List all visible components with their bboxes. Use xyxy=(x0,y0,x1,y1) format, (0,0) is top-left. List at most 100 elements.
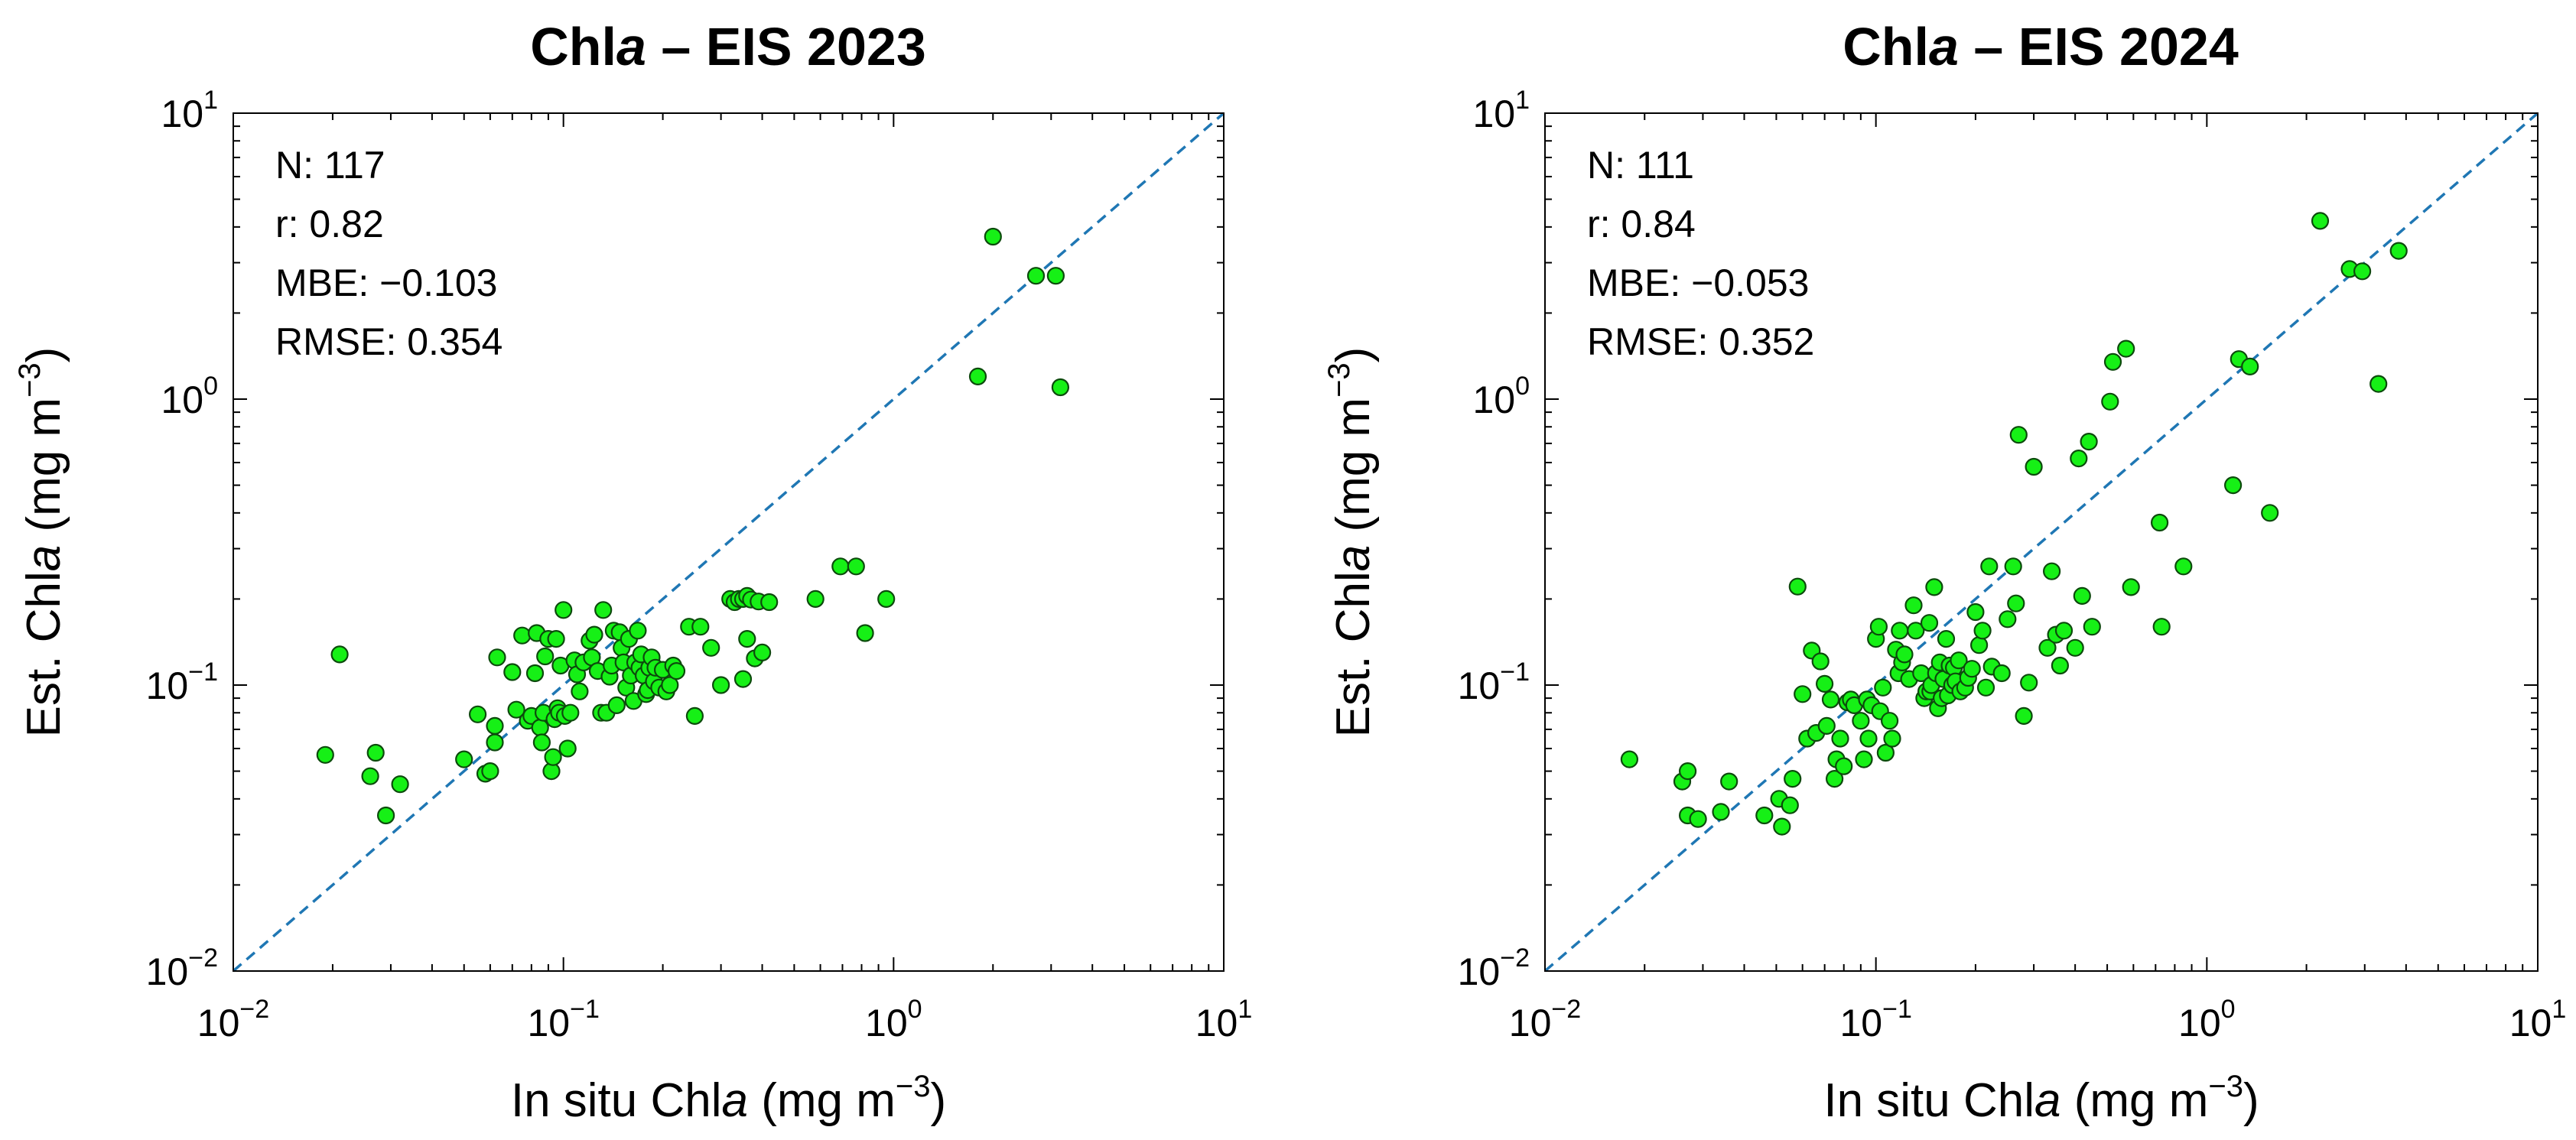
data-point xyxy=(513,626,532,645)
stat-label: RMSE: 0.354 xyxy=(275,320,503,363)
data-point xyxy=(468,705,487,723)
data-point xyxy=(2369,375,2388,393)
data-point xyxy=(1835,757,1853,775)
data-point xyxy=(2073,586,2091,606)
data-point xyxy=(1992,664,2011,683)
data-point xyxy=(1881,712,1899,730)
data-point xyxy=(2241,357,2259,375)
data-point xyxy=(486,733,504,752)
y-tick-label: 10−2 xyxy=(146,944,218,993)
data-point xyxy=(1883,729,1901,748)
stat-label: RMSE: 0.352 xyxy=(1587,320,1814,363)
data-point xyxy=(2070,449,2088,468)
data-point xyxy=(532,733,551,752)
data-point xyxy=(377,806,395,825)
data-point xyxy=(1920,614,1939,632)
data-point xyxy=(330,645,349,664)
data-point xyxy=(1773,817,1791,836)
x-tick-label: 10−2 xyxy=(197,995,269,1044)
x-tick-label: 10−1 xyxy=(527,995,599,1044)
x-axis-label: In situ Chla (mg m−3) xyxy=(511,1070,946,1127)
x-tick-label: 100 xyxy=(865,995,922,1044)
stat-label: r: 0.82 xyxy=(275,203,384,245)
data-point xyxy=(2083,618,2101,636)
data-point xyxy=(1620,750,1638,768)
data-point xyxy=(968,367,987,385)
data-point xyxy=(366,743,385,762)
data-point xyxy=(711,676,730,694)
data-point xyxy=(1826,769,1844,788)
data-point xyxy=(2311,212,2330,230)
data-point xyxy=(2054,622,2073,640)
data-point xyxy=(1874,678,1892,697)
data-point xyxy=(2101,392,2119,411)
data-point xyxy=(547,629,565,648)
y-axis-label: Est. Chla (mg m−3) xyxy=(1322,347,1380,738)
data-point xyxy=(531,718,549,737)
plot-area-frame xyxy=(233,112,1225,972)
data-point xyxy=(847,557,865,576)
data-point xyxy=(2015,706,2033,726)
data-point xyxy=(486,716,504,736)
data-point xyxy=(1817,716,1836,736)
data-point xyxy=(481,762,499,781)
data-point xyxy=(1999,610,2017,628)
data-point xyxy=(2224,476,2243,495)
data-point xyxy=(1937,629,1956,648)
data-point xyxy=(2117,339,2135,358)
one-to-one-line xyxy=(232,112,1225,973)
data-point xyxy=(2103,352,2122,371)
data-point xyxy=(1821,690,1840,709)
data-point xyxy=(607,696,626,715)
y-tick-label: 10−1 xyxy=(146,658,218,707)
x-tick-label: 10−2 xyxy=(1509,995,1581,1044)
data-point xyxy=(1859,729,1878,748)
stat-label: MBE: −0.053 xyxy=(1587,261,1809,304)
data-point xyxy=(455,750,473,768)
data-point xyxy=(2151,513,2169,532)
data-point xyxy=(685,706,704,726)
data-point xyxy=(691,618,710,636)
data-point xyxy=(733,670,753,688)
data-point xyxy=(1876,743,1895,762)
data-point xyxy=(1781,796,1799,814)
data-point xyxy=(753,643,772,662)
data-point xyxy=(2007,594,2025,612)
data-point xyxy=(507,700,525,719)
data-point xyxy=(2025,457,2043,476)
data-point xyxy=(629,622,647,640)
data-point xyxy=(667,661,686,680)
data-point xyxy=(1811,652,1830,671)
data-point xyxy=(536,647,555,666)
y-tick-label: 10−2 xyxy=(1458,944,1530,993)
data-point xyxy=(1891,622,1909,640)
data-point xyxy=(1794,685,1812,703)
data-point xyxy=(1689,810,1707,828)
x-tick-label: 101 xyxy=(1195,995,1253,1044)
data-point xyxy=(1712,803,1730,821)
data-point xyxy=(1950,651,1968,670)
one-to-one-line xyxy=(1543,112,2539,973)
data-point xyxy=(2043,562,2061,580)
data-point xyxy=(585,625,603,644)
data-point xyxy=(2152,618,2171,636)
data-point xyxy=(806,589,825,609)
stat-label: MBE: −0.103 xyxy=(275,261,497,304)
data-point xyxy=(1973,622,1992,640)
stat-label: N: 111 xyxy=(1587,144,1694,187)
data-point xyxy=(544,748,562,766)
data-point xyxy=(555,601,573,619)
data-point xyxy=(2020,674,2038,692)
x-tick-label: 100 xyxy=(2178,995,2236,1044)
data-point xyxy=(361,767,379,785)
data-point xyxy=(1755,806,1774,825)
data-point xyxy=(2353,262,2372,281)
data-point xyxy=(316,745,334,764)
data-point xyxy=(1816,674,1834,693)
y-tick-label: 100 xyxy=(161,372,218,421)
data-point xyxy=(2009,426,2028,444)
data-point xyxy=(1051,378,1070,397)
data-point xyxy=(2174,557,2193,576)
y-tick-label: 101 xyxy=(161,86,218,135)
